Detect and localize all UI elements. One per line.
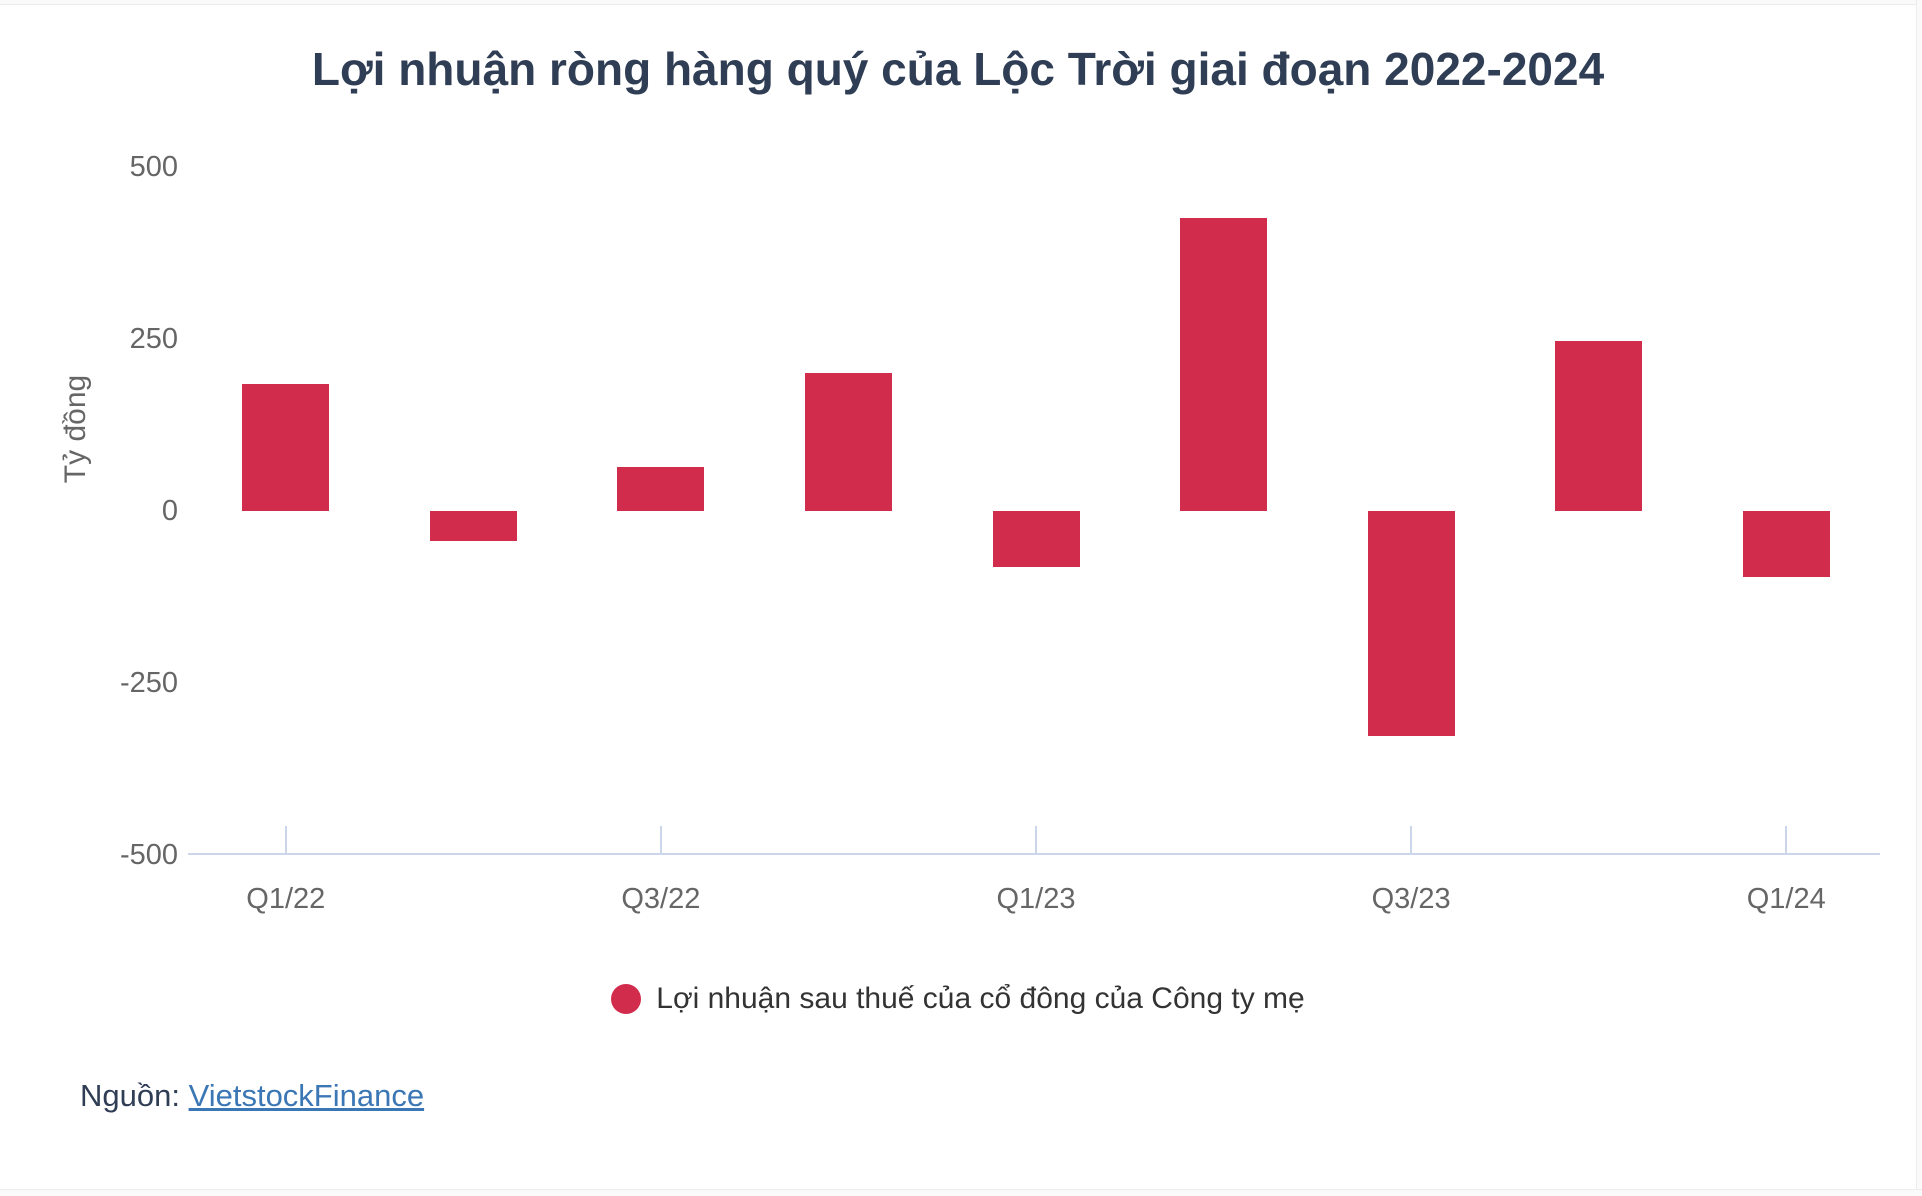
x-tick-label-q1-24: Q1/24: [1746, 883, 1826, 915]
chart-title: Lợi nhuận ròng hàng quý của Lộc Trời gia…: [311, 43, 1605, 95]
y-tick-label-250: 250: [129, 323, 178, 355]
x-tick-label-q1-22: Q1/22: [246, 883, 326, 915]
x-tick-q3-23: [1410, 826, 1413, 854]
bar-q2-22[interactable]: [429, 511, 517, 542]
source-link[interactable]: VietstockFinance: [188, 1078, 425, 1113]
y-tick-label-0: 0: [161, 495, 178, 527]
y-tick-label--250: -250: [119, 667, 178, 699]
page-edge-right: [1916, 0, 1922, 1196]
page-edge-top: [0, 0, 1922, 5]
chart-card: Lợi nhuận ròng hàng quý của Lộc Trời gia…: [0, 4, 1916, 1189]
y-tick-label-500: 500: [129, 151, 178, 183]
y-tick-label--500: -500: [119, 839, 178, 871]
legend-item[interactable]: Lợi nhuận sau thuế của cổ đông của Công …: [0, 976, 1916, 1022]
x-tick-label-q3-23: Q3/23: [1371, 883, 1451, 915]
x-tick-q3-22: [659, 826, 662, 854]
x-tick-q1-22: [284, 826, 287, 854]
bar-q1-24[interactable]: [1742, 511, 1830, 578]
x-axis-line: [188, 853, 1880, 855]
bar-q2-23[interactable]: [1180, 217, 1268, 511]
x-tick-label-q3-22: Q3/22: [621, 883, 701, 915]
bar-q4-23[interactable]: [1555, 341, 1643, 511]
x-tick-q1-23: [1035, 826, 1037, 854]
legend-label: Lợi nhuận sau thuế của cổ đông của Công …: [656, 982, 1305, 1015]
bar-q3-22[interactable]: [617, 466, 705, 511]
x-tick-q1-24: [1785, 826, 1788, 854]
series-marker-icon: [611, 984, 642, 1014]
source-label: Nguồn:: [80, 1078, 180, 1113]
x-tick-label-q1-23: Q1/23: [996, 883, 1076, 915]
page-edge-bottom: [0, 1189, 1922, 1196]
bar-q3-23[interactable]: [1367, 511, 1455, 736]
bar-q1-22[interactable]: [242, 384, 330, 511]
source-note: Nguồn: VietstockFinance: [80, 1078, 424, 1114]
bar-q1-23[interactable]: [992, 511, 1080, 567]
bar-q4-22[interactable]: [804, 372, 892, 511]
